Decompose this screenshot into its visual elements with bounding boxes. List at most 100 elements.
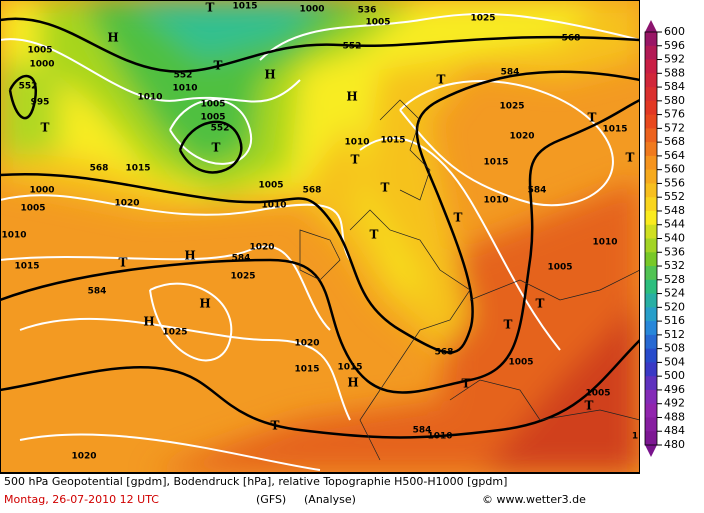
isobar-label: 1005 (200, 100, 225, 110)
isobar-label: 1020 (249, 243, 274, 253)
isobar-label: 1010 (344, 138, 369, 148)
isobar-label: 1005 (585, 389, 610, 399)
isobar-label: 1015 (602, 125, 627, 135)
pressure-center: H (143, 315, 154, 329)
colorbar-swatch (645, 45, 657, 61)
isobar-label: 1025 (162, 328, 187, 338)
colorbar: 6005965925885845805765725685645605565525… (644, 20, 685, 457)
colorbar-swatch (645, 334, 657, 350)
colorbar-swatch (645, 224, 657, 239)
map-frame (0, 0, 640, 473)
colorbar-label: 492 (664, 397, 685, 410)
pressure-center: T (462, 377, 471, 391)
colorbar-label: 508 (664, 342, 685, 355)
colorbar-label: 592 (664, 53, 685, 66)
geopotential-label: 552 (174, 71, 193, 81)
pressure-center: H (264, 68, 275, 82)
colorbar-label: 596 (664, 39, 685, 52)
geopotential-label: 584 (232, 254, 251, 264)
isobar-label: 1025 (230, 272, 255, 282)
isobar-label: 1010 (483, 196, 508, 206)
colorbar-swatch (645, 197, 657, 212)
geopotential-label: 552 (343, 42, 362, 52)
colorbar-swatch (645, 238, 657, 253)
colorbar-swatch (645, 100, 657, 116)
colorbar-swatch (645, 431, 657, 446)
colorbar-label: 584 (664, 80, 685, 93)
colorbar-arrow-top (645, 20, 657, 32)
isobar-label: 1025 (470, 14, 495, 24)
footer-copyright: © www.wetter3.de (482, 493, 586, 506)
pressure-center: T (585, 399, 594, 413)
isobar-label: 1000 (299, 5, 324, 15)
pressure-center: T (206, 1, 215, 15)
colorbar-swatch (645, 321, 657, 336)
colorbar-label: 540 (664, 232, 685, 245)
isobar-label: 1015 (125, 164, 150, 174)
isobar-label: 1015 (380, 136, 405, 146)
colorbar-label: 552 (664, 190, 685, 203)
pressure-center: T (536, 297, 545, 311)
colorbar-label: 480 (664, 438, 685, 451)
pressure-center: T (212, 141, 221, 155)
colorbar-swatch (645, 252, 657, 267)
colorbar-swatch (645, 403, 657, 418)
colorbar-swatch (645, 155, 657, 171)
colorbar-swatch (645, 142, 657, 157)
colorbar-label: 520 (664, 300, 685, 313)
isobar-label: 1015 (14, 262, 39, 272)
pressure-center: T (454, 211, 463, 225)
colorbar-label: 548 (664, 204, 685, 217)
colorbar-swatch (645, 128, 657, 143)
footer: 500 hPa Geopotential [gpdm], Bodendruck … (0, 473, 640, 506)
isobar-label: 1000 (29, 60, 54, 70)
colorbar-swatch (645, 87, 657, 102)
pressure-center: T (381, 181, 390, 195)
pressure-center: T (41, 121, 50, 135)
pressure-center: T (271, 419, 280, 433)
isobar-label: 1010 (137, 93, 162, 103)
map-fields: T 1015 1000 536 1005 1025 H 1005 1000 552 568 552 55… (0, 0, 640, 473)
colorbar-swatch (645, 169, 657, 184)
isobar-label: 1010 (427, 432, 452, 442)
isobar-label: 1025 (499, 102, 524, 112)
colorbar-label: 512 (664, 328, 685, 341)
colorbar-swatch (645, 32, 657, 47)
colorbar-label: 504 (664, 355, 685, 368)
pressure-center: H (184, 249, 195, 263)
geopotential-label: 584 (528, 186, 547, 196)
colorbar-label: 500 (664, 369, 685, 382)
isobar-label: 1020 (509, 132, 534, 142)
colorbar-swatch (645, 59, 657, 74)
isobar-label: 1010 (261, 201, 286, 211)
geopotential-label: 552 (19, 82, 38, 92)
colorbar-label: 600 (664, 25, 685, 38)
pressure-center: T (370, 228, 379, 242)
isobar-label: 1005 (365, 18, 390, 28)
isobar-label: 1020 (294, 339, 319, 349)
colorbar-swatch (645, 389, 657, 405)
colorbar-label: 564 (664, 149, 685, 162)
geopotential-label: 568 (303, 186, 322, 196)
isobar-label: 1015 (337, 363, 362, 373)
pressure-center: T (119, 256, 128, 270)
colorbar-label: 568 (664, 135, 685, 148)
colorbar-label: 532 (664, 259, 685, 272)
colorbar-swatch (645, 376, 657, 391)
isobar-label: 1005 (27, 46, 52, 56)
pressure-center: T (504, 318, 513, 332)
isobar-label: 995 (31, 98, 50, 108)
colorbar-label: 560 (664, 163, 685, 176)
colorbar-swatch (645, 362, 657, 377)
pressure-center: T (214, 59, 223, 73)
isobar-label: 1015 (294, 365, 319, 375)
isobar-label: 1005 (20, 204, 45, 214)
isobar-label: 1005 (200, 113, 225, 123)
pressure-center: H (346, 90, 357, 104)
isobar-label: 1000 (29, 186, 54, 196)
geopotential-label: 584 (88, 287, 107, 297)
isobar-label: 1005 (508, 358, 533, 368)
colorbar-label: 588 (664, 66, 685, 79)
isobar-label: 1 (632, 432, 638, 442)
